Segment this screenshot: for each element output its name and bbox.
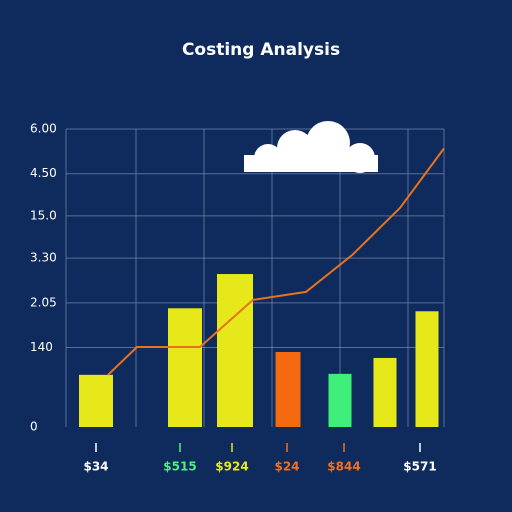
vertical-grid: [65, 129, 445, 427]
trend-line: [107, 147, 445, 376]
cloud: [244, 121, 378, 173]
chart-title: Costing Analysis: [182, 40, 340, 60]
x-tick-label: $24: [274, 460, 299, 474]
x-tick-label: $34: [83, 460, 108, 474]
y-tick-label: 4.50: [30, 166, 57, 180]
bar: [79, 374, 113, 427]
bar: [328, 373, 352, 427]
x-tick-label: $515: [163, 460, 196, 474]
x-tick-label: $571: [403, 460, 436, 474]
y-tick-label: 6.00: [30, 122, 57, 136]
bar: [415, 311, 439, 427]
bar: [275, 352, 301, 427]
y-tick-label: 15.0: [30, 208, 57, 222]
bar: [373, 357, 397, 427]
y-tick-label: 2.05: [30, 295, 57, 309]
y-tick-label: 0: [30, 420, 38, 434]
y-tick-label: 140: [30, 340, 53, 354]
x-tick-label: $924: [215, 460, 248, 474]
bar: [168, 308, 202, 427]
y-tick-label: 3.30: [30, 251, 57, 265]
x-tick-label: $844: [327, 460, 360, 474]
bar: [217, 274, 253, 427]
